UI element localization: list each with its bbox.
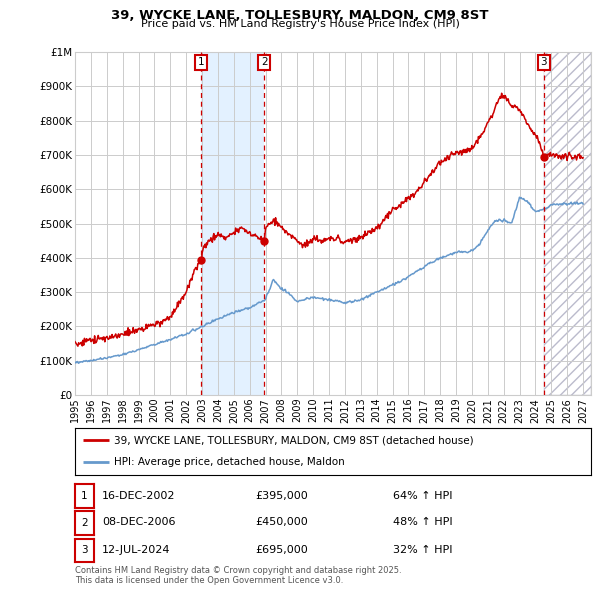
Text: 64% ↑ HPI: 64% ↑ HPI: [393, 491, 452, 500]
Text: Contains HM Land Registry data © Crown copyright and database right 2025.
This d: Contains HM Land Registry data © Crown c…: [75, 566, 401, 585]
Text: £695,000: £695,000: [255, 545, 308, 555]
Text: 39, WYCKE LANE, TOLLESBURY, MALDON, CM9 8ST: 39, WYCKE LANE, TOLLESBURY, MALDON, CM9 …: [111, 9, 489, 22]
Text: 16-DEC-2002: 16-DEC-2002: [102, 491, 176, 500]
Text: 1: 1: [198, 57, 205, 67]
Text: 2: 2: [81, 518, 88, 527]
Text: 1: 1: [81, 491, 88, 501]
Text: 08-DEC-2006: 08-DEC-2006: [102, 517, 176, 527]
Text: 3: 3: [81, 546, 88, 555]
Text: 48% ↑ HPI: 48% ↑ HPI: [393, 517, 452, 527]
Text: £395,000: £395,000: [255, 491, 308, 500]
Text: 39, WYCKE LANE, TOLLESBURY, MALDON, CM9 8ST (detached house): 39, WYCKE LANE, TOLLESBURY, MALDON, CM9 …: [114, 435, 473, 445]
Text: HPI: Average price, detached house, Maldon: HPI: Average price, detached house, Mald…: [114, 457, 344, 467]
Text: 2: 2: [261, 57, 268, 67]
Text: 12-JUL-2024: 12-JUL-2024: [102, 545, 170, 555]
Bar: [202, 52, 265, 395]
Text: 3: 3: [541, 57, 547, 67]
Text: 32% ↑ HPI: 32% ↑ HPI: [393, 545, 452, 555]
Text: £450,000: £450,000: [255, 517, 308, 527]
Bar: [544, 52, 591, 395]
Text: Price paid vs. HM Land Registry's House Price Index (HPI): Price paid vs. HM Land Registry's House …: [140, 19, 460, 29]
